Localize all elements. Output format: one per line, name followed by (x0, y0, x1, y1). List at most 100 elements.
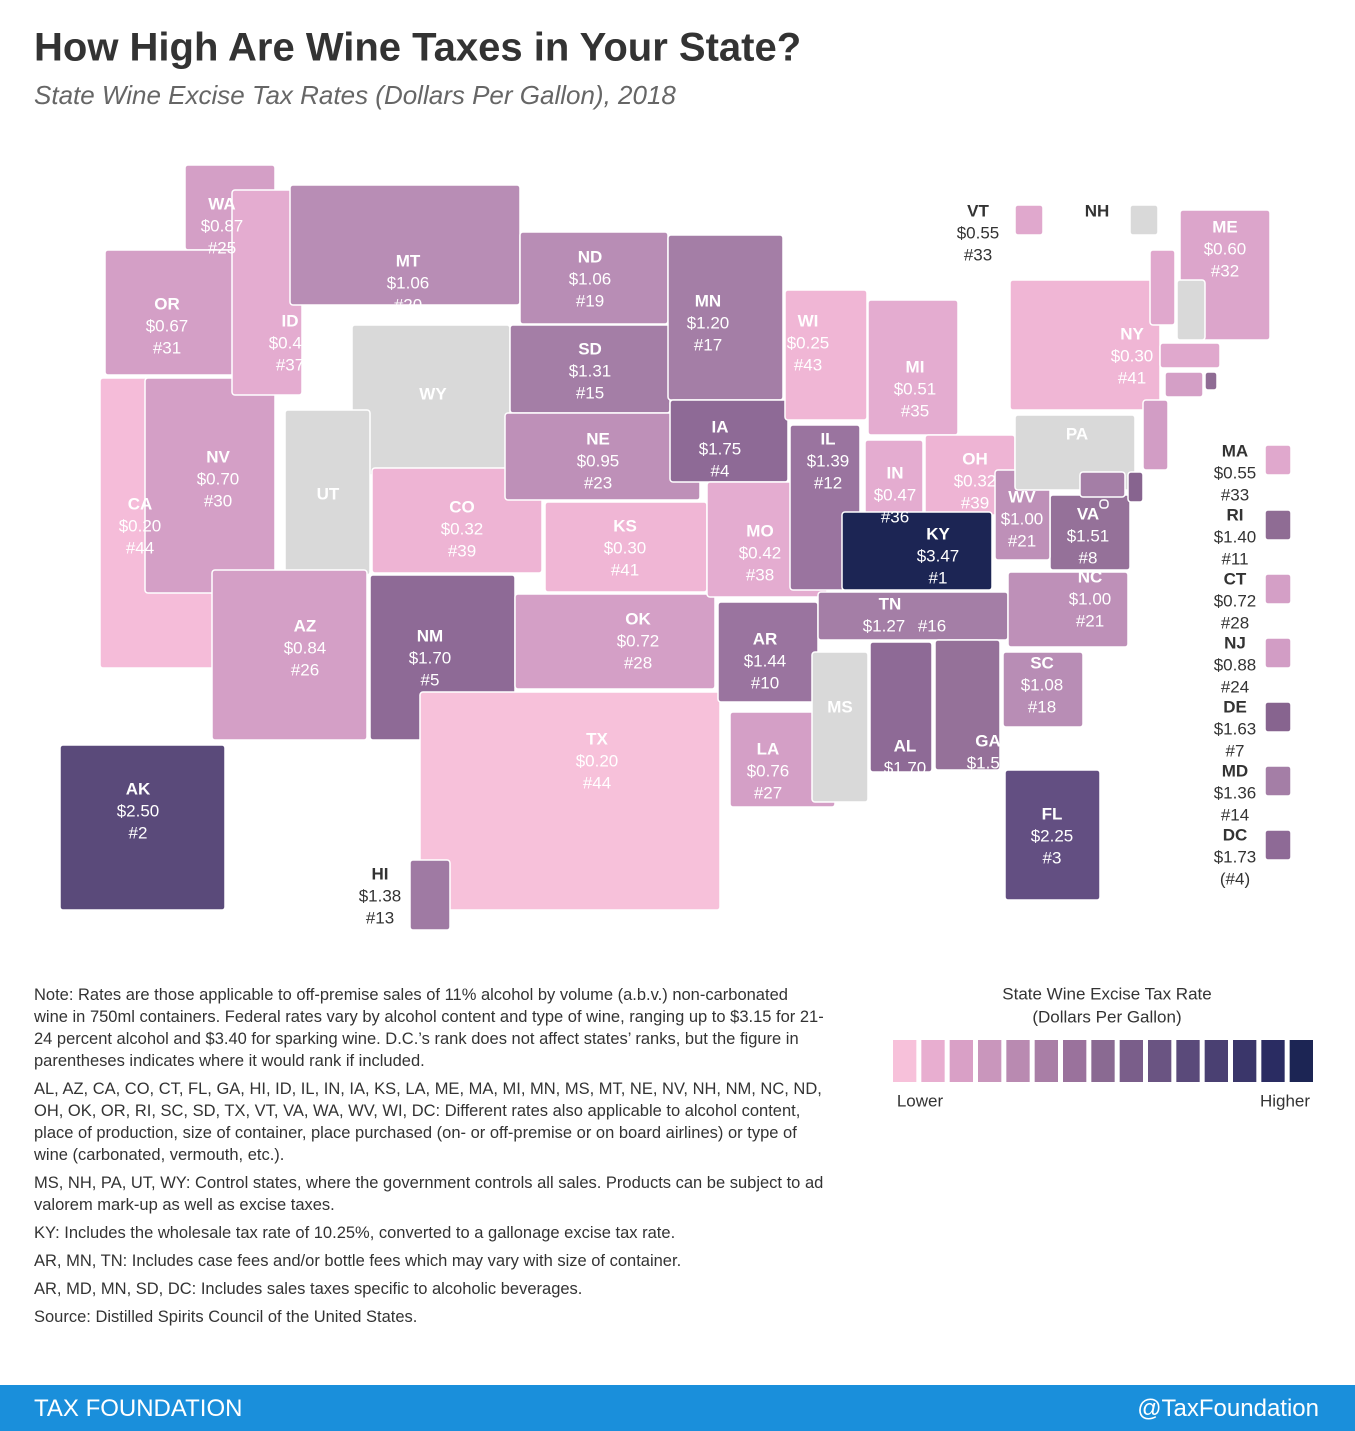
footer-handle: @TaxFoundation (1137, 1395, 1319, 1422)
state-abbr: MD (1222, 761, 1248, 780)
state-abbr: PA (1066, 424, 1088, 443)
state-abbr: WI (798, 311, 819, 330)
state-value: $0.55 (957, 223, 1000, 242)
state-value: $1.70 (884, 758, 927, 777)
legend-swatch (1204, 1040, 1228, 1082)
state-abbr: NE (586, 429, 610, 448)
state-rank: #32 (1211, 261, 1239, 280)
state-abbr: NV (206, 447, 230, 466)
state (1176, 279, 1206, 341)
legend-title: (Dollars Per Gallon) (1032, 1007, 1181, 1026)
state (1127, 471, 1144, 503)
state (1079, 471, 1126, 498)
state-abbr: MA (1222, 441, 1248, 460)
state-abbr: NH (1085, 201, 1110, 220)
state-value: $1.36 (1214, 783, 1257, 802)
state-rank: #13 (366, 908, 394, 927)
state-rank: #41 (1118, 368, 1146, 387)
state-value: $1.00 (1001, 509, 1044, 528)
legend-swatch (1176, 1040, 1200, 1082)
state-abbr: SC (1030, 653, 1054, 672)
state-callout-swatch (1264, 573, 1292, 605)
state (409, 859, 451, 931)
state-value: $1.44 (744, 651, 787, 670)
state-value: $1.20 (687, 313, 730, 332)
state-abbr: MN (695, 291, 721, 310)
state (144, 377, 276, 594)
state (59, 744, 226, 911)
state-abbr: IA (712, 417, 729, 436)
state-abbr: AL (894, 736, 917, 755)
state-rank: #21 (1076, 611, 1104, 630)
legend-swatch (1119, 1040, 1143, 1082)
note: AR, MD, MN, SD, DC: Includes sales taxes… (34, 1280, 583, 1298)
state-value: $0.60 (1204, 239, 1247, 258)
note: Note: Rates are those applicable to off-… (34, 986, 824, 1070)
state-value: $0.70 (197, 469, 240, 488)
legend-swatch (1091, 1040, 1115, 1082)
state (514, 593, 716, 690)
state-value: $0.55 (1214, 463, 1257, 482)
note: AL, AZ, CA, CO, CT, FL, GA, HI, ID, IL, … (34, 1080, 822, 1164)
state-abbr: OR (154, 294, 180, 313)
subtitle: State Wine Excise Tax Rates (Dollars Per… (34, 80, 676, 110)
state-value: $1.06 (569, 269, 612, 288)
state-rank: #10 (751, 673, 779, 692)
notes: Note: Rates are those applicable to off-… (34, 984, 824, 1334)
state-callout-swatch (1264, 509, 1292, 541)
state (811, 651, 869, 803)
state-value: $1.73 (1214, 847, 1257, 866)
state-abbr: WV (1008, 487, 1036, 506)
legend-swatch (949, 1040, 973, 1082)
footer: TAX FOUNDATION @TaxFoundation (0, 1385, 1355, 1431)
state-abbr: LA (757, 739, 780, 758)
state-abbr: IN (887, 463, 904, 482)
state-callout-swatch (1264, 701, 1292, 733)
state-value: $1.75 (699, 439, 742, 458)
state-rank: #17 (694, 335, 722, 354)
state-abbr: DC (1223, 825, 1248, 844)
state-abbr: NY (1120, 324, 1144, 343)
state-value: $1.08 (1021, 675, 1064, 694)
legend-swatch (1289, 1040, 1313, 1082)
title: How High Are Wine Taxes in Your State? (34, 26, 801, 70)
state-value: $0.72 (1214, 591, 1257, 610)
state-rank: #4 (711, 461, 730, 480)
state-rank: #39 (961, 493, 989, 512)
note: AR, MN, TN: Includes case fees and/or bo… (34, 1252, 682, 1270)
state (867, 299, 959, 436)
state-rank: #1 (929, 568, 948, 587)
state-abbr: ME (1212, 217, 1238, 236)
state-rank: #5 (421, 670, 440, 689)
state-rank: #39 (448, 541, 476, 560)
state-value: $1.06 (387, 273, 430, 292)
state-abbr: WY (419, 384, 447, 403)
state-abbr: TN (879, 594, 902, 613)
state (1204, 371, 1218, 391)
state-value: $1.27 (863, 616, 906, 635)
state (211, 569, 368, 741)
state-rank: #8 (1079, 548, 1098, 567)
state-rank: (#4) (1220, 869, 1250, 888)
state-abbr: KY (926, 524, 950, 543)
state-abbr: CO (449, 497, 475, 516)
state-value: $2.50 (117, 801, 160, 820)
state-callout-swatch (1264, 829, 1292, 861)
state-rank: #16 (918, 616, 946, 635)
note: MS, NH, PA, UT, WY: Control states, wher… (34, 1174, 824, 1214)
state-value: $0.20 (576, 751, 619, 770)
state-abbr: MS (827, 697, 853, 716)
state-abbr: TX (586, 729, 608, 748)
state (1142, 399, 1169, 471)
state-rank: #26 (291, 660, 319, 679)
state-abbr: UT (317, 484, 340, 503)
state-value: $0.45 (269, 333, 312, 352)
state-rank: #21 (1008, 531, 1036, 550)
state-value: $1.38 (359, 886, 402, 905)
state-rank: #23 (584, 473, 612, 492)
state-rank: #33 (964, 245, 992, 264)
state (1002, 651, 1084, 728)
state-rank: #15 (576, 383, 604, 402)
state-value: $1.51 (1067, 526, 1110, 545)
state-abbr: IL (820, 429, 835, 448)
